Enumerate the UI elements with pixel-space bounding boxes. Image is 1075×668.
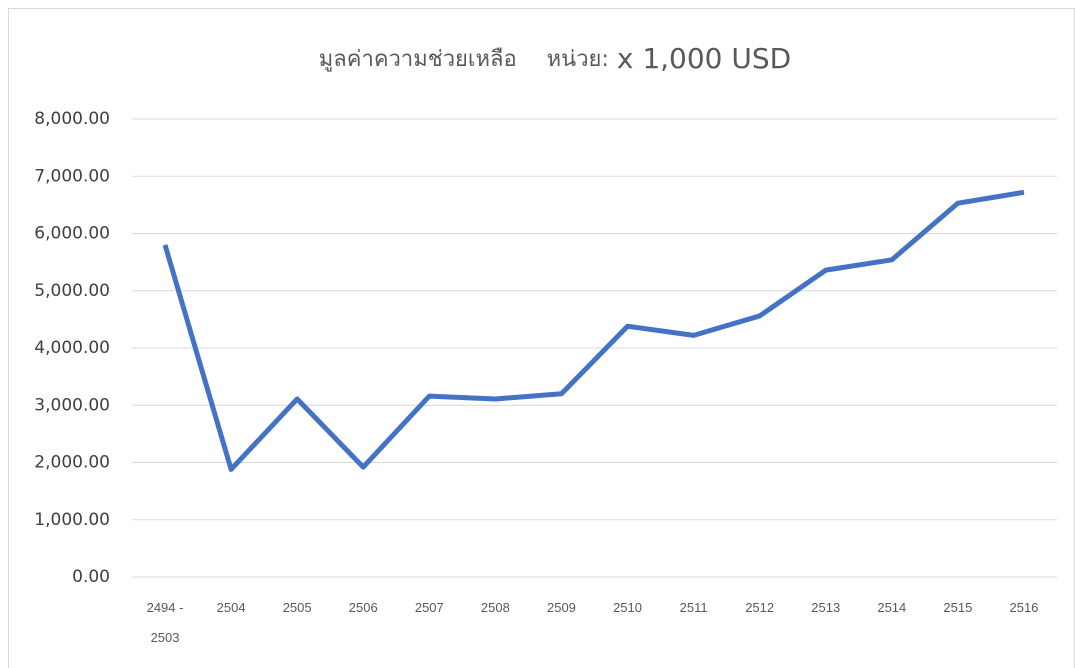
x-tick-label: 2494 - 2503 bbox=[146, 600, 184, 645]
chart-border bbox=[8, 8, 1075, 668]
y-tick-label: 8,000.00 bbox=[34, 109, 110, 129]
x-tick-label: 2510 bbox=[613, 600, 642, 615]
y-tick-label: 3,000.00 bbox=[34, 395, 110, 415]
x-tick-label: 2511 bbox=[679, 600, 708, 615]
title-text: มูลค่าความช่วยเหลือ bbox=[319, 47, 517, 72]
y-tick-label: 4,000.00 bbox=[34, 338, 110, 358]
x-tick-label: 2515 bbox=[943, 600, 973, 615]
x-tick-label: 2505 bbox=[282, 600, 312, 615]
x-tick-label: 2508 bbox=[480, 600, 510, 615]
x-tick-label: 2504 bbox=[216, 600, 246, 615]
y-tick-label: 5,000.00 bbox=[34, 281, 110, 301]
unit: x 1,000 USD bbox=[617, 42, 791, 75]
y-tick-label: 7,000.00 bbox=[34, 166, 110, 186]
unit-prefix: หน่วย: bbox=[547, 47, 609, 72]
chart-title: มูลค่าความช่วยเหลือ หน่วย: x 1,000 USD bbox=[319, 42, 791, 75]
line-series bbox=[162, 189, 1025, 472]
x-tick-label: 2513 bbox=[811, 600, 841, 615]
x-tick-label: 2514 bbox=[877, 600, 907, 615]
y-tick-label: 0.00 bbox=[72, 567, 110, 587]
x-tick-label: 2516 bbox=[1009, 600, 1039, 615]
x-tick-label: 2512 bbox=[745, 600, 775, 615]
x-tick-label: 2507 bbox=[414, 600, 444, 615]
y-tick-label: 2,000.00 bbox=[34, 453, 110, 473]
x-tick-label: 2509 bbox=[546, 600, 576, 615]
y-tick-label: 6,000.00 bbox=[34, 224, 110, 244]
y-tick-label: 1,000.00 bbox=[34, 510, 110, 530]
x-tick-label: 2506 bbox=[348, 600, 378, 615]
